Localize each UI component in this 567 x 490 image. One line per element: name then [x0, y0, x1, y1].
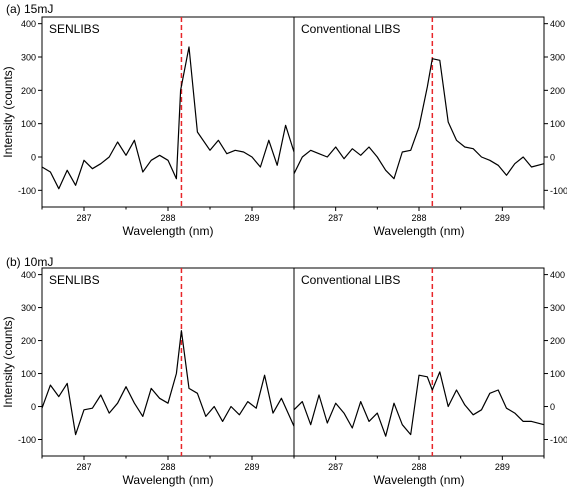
x-tick-label: 287 — [328, 213, 343, 223]
series-line-senlibs — [41, 330, 295, 436]
y-tick-label-left: 300 — [21, 303, 36, 313]
x-tick-label: 288 — [160, 213, 175, 223]
y-tick-label-left: 200 — [21, 86, 36, 96]
panel-b: (b) 10mJ Intensity (counts) Wavelength (… — [1, 255, 567, 487]
series-line-conventional-libs — [293, 371, 545, 437]
y-tick-label-right: 0 — [550, 153, 555, 163]
y-tick-label-right: 400 — [550, 270, 565, 280]
y-tick-label-right: 400 — [550, 19, 565, 29]
x-tick-label: 289 — [244, 213, 259, 223]
y-tick-label-right: 100 — [550, 119, 565, 129]
y-tick-label-right: 100 — [550, 369, 565, 379]
y-axis-title: Intensity (counts) — [1, 316, 15, 407]
x-axis-title-left: Wavelength (nm) — [123, 473, 214, 487]
subplot-title-conventional-libs: Conventional LIBS — [301, 22, 400, 36]
y-tick-label-left: 400 — [21, 270, 36, 280]
panel-a: (a) 15mJ Intensity (counts) Wavelength (… — [1, 2, 567, 238]
series-line-conventional-libs — [293, 58, 545, 180]
plot-frame — [41, 16, 545, 208]
x-tick-label: 289 — [244, 462, 259, 472]
y-tick-label-right: 200 — [550, 86, 565, 96]
panel-label: (a) 15mJ — [6, 2, 53, 16]
x-tick-label: 287 — [328, 462, 343, 472]
subplot-title-senlibs: SENLIBS — [49, 22, 100, 36]
x-axis-title-right: Wavelength (nm) — [374, 224, 465, 238]
y-tick-label-right: 300 — [550, 53, 565, 63]
y-tick-label-right: -100 — [550, 186, 567, 196]
x-tick-label: 289 — [495, 213, 510, 223]
y-tick-label-left: 100 — [21, 369, 36, 379]
y-tick-label-right: 200 — [550, 336, 565, 346]
y-axis-title-wrap: Intensity (counts) — [1, 66, 15, 157]
x-tick-label: 288 — [411, 462, 426, 472]
x-axis-title-right: Wavelength (nm) — [374, 473, 465, 487]
series-line-senlibs — [41, 46, 295, 190]
y-tick-label-left: 0 — [31, 402, 36, 412]
x-axis-title-left: Wavelength (nm) — [123, 224, 214, 238]
y-tick-label-left: 200 — [21, 336, 36, 346]
x-tick-label: 287 — [76, 213, 91, 223]
subplot-title-conventional-libs: Conventional LIBS — [301, 273, 400, 287]
x-tick-label: 288 — [160, 462, 175, 472]
y-axis-title: Intensity (counts) — [1, 66, 15, 157]
y-tick-label-left: 0 — [31, 153, 36, 163]
y-tick-label-right: -100 — [550, 435, 567, 445]
y-tick-label-left: -100 — [18, 435, 36, 445]
plot-marks: -100 -100 0 0 100 100 200 200 300 300 400 400 287 288… — [18, 16, 567, 223]
y-tick-label-right: 0 — [550, 402, 555, 412]
y-tick-label-left: 400 — [21, 19, 36, 29]
x-tick-label: 287 — [76, 462, 91, 472]
y-tick-label-right: 300 — [550, 303, 565, 313]
x-tick-label: 288 — [411, 213, 426, 223]
y-axis-title-wrap: Intensity (counts) — [1, 316, 15, 407]
subplot-title-senlibs: SENLIBS — [49, 273, 100, 287]
plot-marks: -100 -100 0 0 100 100 200 200 300 300 400 400 287 288… — [18, 267, 567, 472]
plot-frame — [41, 267, 545, 457]
x-tick-label: 289 — [495, 462, 510, 472]
y-tick-label-left: -100 — [18, 186, 36, 196]
y-tick-label-left: 300 — [21, 53, 36, 63]
y-tick-label-left: 100 — [21, 119, 36, 129]
panel-label: (b) 10mJ — [6, 255, 53, 269]
